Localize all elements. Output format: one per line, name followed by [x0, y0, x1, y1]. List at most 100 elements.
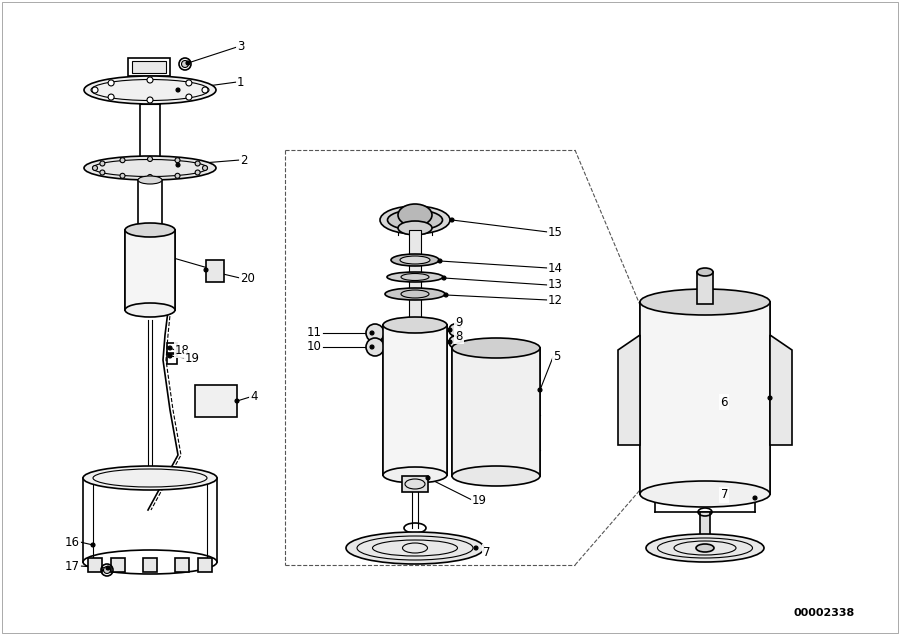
Text: 19: 19 — [185, 352, 200, 364]
Text: 9: 9 — [455, 316, 463, 330]
Text: 8: 8 — [455, 330, 463, 342]
Text: 19: 19 — [472, 493, 487, 507]
Bar — [143, 558, 157, 572]
Circle shape — [444, 293, 448, 297]
Circle shape — [366, 338, 384, 356]
Text: 00002338: 00002338 — [794, 608, 855, 618]
Circle shape — [538, 388, 542, 392]
Circle shape — [100, 170, 105, 175]
Circle shape — [448, 340, 452, 344]
Ellipse shape — [383, 467, 447, 483]
Bar — [198, 558, 212, 572]
Ellipse shape — [640, 481, 770, 507]
Circle shape — [108, 80, 114, 86]
Ellipse shape — [125, 223, 175, 237]
Text: 4: 4 — [250, 391, 257, 403]
Circle shape — [204, 268, 208, 272]
Circle shape — [370, 331, 374, 335]
Circle shape — [120, 157, 125, 163]
Circle shape — [442, 276, 446, 280]
Circle shape — [195, 170, 200, 175]
Bar — [700, 512, 710, 542]
Text: 13: 13 — [548, 279, 562, 291]
Ellipse shape — [400, 256, 430, 264]
Circle shape — [148, 175, 152, 180]
Text: 18: 18 — [175, 344, 190, 356]
Ellipse shape — [138, 176, 162, 184]
Text: 15: 15 — [548, 225, 562, 239]
Text: 17: 17 — [65, 559, 80, 573]
Ellipse shape — [385, 288, 445, 300]
Circle shape — [106, 566, 110, 570]
Text: 6: 6 — [721, 396, 728, 408]
Bar — [132, 61, 166, 73]
Text: 7: 7 — [483, 545, 490, 559]
Bar — [167, 354, 177, 364]
Circle shape — [168, 354, 172, 358]
Bar — [206, 260, 224, 282]
Ellipse shape — [646, 534, 764, 562]
Text: 16: 16 — [65, 535, 80, 549]
Circle shape — [93, 166, 97, 171]
Circle shape — [753, 496, 757, 500]
Bar — [88, 558, 102, 572]
Ellipse shape — [697, 268, 713, 276]
Text: 1: 1 — [237, 76, 245, 88]
Text: 10: 10 — [307, 340, 322, 354]
Circle shape — [366, 324, 384, 342]
Circle shape — [370, 345, 374, 349]
Circle shape — [235, 399, 239, 403]
Ellipse shape — [125, 303, 175, 317]
Ellipse shape — [391, 254, 439, 266]
Circle shape — [92, 87, 98, 93]
Ellipse shape — [398, 221, 432, 235]
Ellipse shape — [398, 204, 432, 226]
Bar — [640, 302, 770, 494]
Circle shape — [195, 161, 200, 166]
Circle shape — [186, 61, 190, 65]
Circle shape — [175, 173, 180, 178]
Circle shape — [448, 328, 452, 332]
Text: 20: 20 — [240, 272, 255, 284]
Circle shape — [202, 166, 208, 171]
Bar — [402, 476, 428, 492]
Bar — [111, 558, 125, 572]
Circle shape — [120, 173, 125, 178]
Circle shape — [449, 336, 461, 348]
Ellipse shape — [388, 210, 443, 230]
Ellipse shape — [383, 317, 447, 333]
Circle shape — [175, 157, 180, 163]
Circle shape — [147, 97, 153, 103]
Circle shape — [168, 346, 172, 350]
Circle shape — [186, 94, 192, 100]
Ellipse shape — [84, 156, 216, 180]
Circle shape — [108, 94, 114, 100]
Bar — [195, 385, 237, 417]
Text: 12: 12 — [548, 293, 563, 307]
Ellipse shape — [83, 466, 217, 490]
Bar — [697, 272, 713, 304]
Bar — [383, 325, 447, 475]
Bar — [128, 58, 170, 76]
Ellipse shape — [387, 272, 443, 282]
Circle shape — [176, 88, 180, 92]
Circle shape — [426, 476, 430, 480]
Circle shape — [148, 156, 152, 161]
Circle shape — [202, 87, 208, 93]
Circle shape — [176, 163, 180, 167]
Text: 11: 11 — [307, 326, 322, 340]
Circle shape — [147, 77, 153, 83]
Ellipse shape — [696, 544, 714, 552]
Bar — [125, 230, 175, 310]
Circle shape — [438, 259, 442, 263]
Ellipse shape — [84, 76, 216, 104]
Ellipse shape — [452, 338, 540, 358]
Circle shape — [450, 218, 454, 222]
Bar — [175, 558, 189, 572]
Circle shape — [104, 566, 111, 573]
Circle shape — [449, 324, 461, 336]
Text: 5: 5 — [553, 351, 561, 363]
Circle shape — [768, 396, 772, 400]
Polygon shape — [618, 335, 640, 445]
Bar — [167, 343, 177, 353]
